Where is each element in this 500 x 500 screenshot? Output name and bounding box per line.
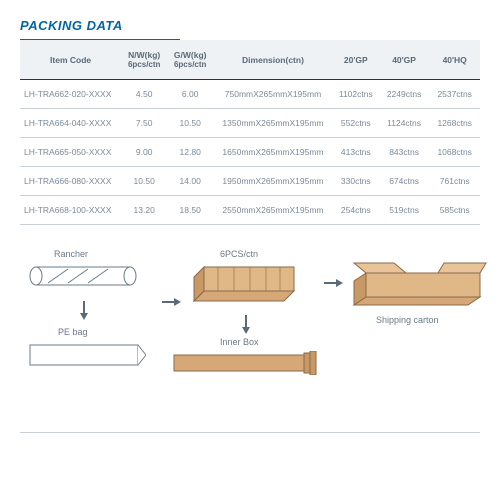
table-cell: 1268ctns — [429, 109, 480, 138]
table-row: LH-TRA665-050-XXXX9.0012.801650mmX265mmX… — [20, 138, 480, 167]
table-row: LH-TRA662-020-XXXX4.506.00750mmX265mmX19… — [20, 80, 480, 109]
table-cell: 12.80 — [167, 138, 213, 167]
table-cell: LH-TRA668-100-XXXX — [20, 196, 121, 225]
table-cell: 14.00 — [167, 167, 213, 196]
col-40hq: 40'HQ — [429, 40, 480, 80]
table-cell: 330ctns — [333, 167, 379, 196]
col-40gp: 40'GP — [379, 40, 430, 80]
col-nw: N/W(kg)6pcs/ctn — [121, 40, 167, 80]
arrow-down-icon — [242, 327, 250, 334]
table-cell: 13.20 — [121, 196, 167, 225]
col-item-code: Item Code — [20, 40, 121, 80]
table-cell: 7.50 — [121, 109, 167, 138]
table-header-row: Item Code N/W(kg)6pcs/ctn G/W(kg)6pcs/ct… — [20, 40, 480, 80]
col-dimension: Dimension(ctn) — [213, 40, 333, 80]
table-cell: 18.50 — [167, 196, 213, 225]
col-20gp: 20'GP — [333, 40, 379, 80]
pebag-icon — [28, 341, 146, 369]
table-body: LH-TRA662-020-XXXX4.506.00750mmX265mmX19… — [20, 80, 480, 225]
table-cell: 413ctns — [333, 138, 379, 167]
table-cell: 2249ctns — [379, 80, 430, 109]
table-row: LH-TRA666-080-XXXX10.5014.001950mmX265mm… — [20, 167, 480, 196]
table-cell: 10.50 — [167, 109, 213, 138]
table-cell: 585ctns — [429, 196, 480, 225]
sixpcs-box-icon — [188, 263, 300, 307]
table-row: LH-TRA668-100-XXXX13.2018.502550mmX265mm… — [20, 196, 480, 225]
table-cell: 750mmX265mmX195mm — [213, 80, 333, 109]
rancher-icon — [28, 263, 138, 289]
arrow-right-icon — [174, 298, 181, 306]
table-cell: 6.00 — [167, 80, 213, 109]
table-cell: 519ctns — [379, 196, 430, 225]
table-cell: 843ctns — [379, 138, 430, 167]
packing-diagram: Rancher PE bag 6PCS/ctn Inner Box — [20, 243, 480, 433]
innerbox-icon — [170, 351, 320, 375]
table-cell: 1650mmX265mmX195mm — [213, 138, 333, 167]
section-title: PACKING DATA — [20, 18, 180, 40]
table-cell: LH-TRA662-020-XXXX — [20, 80, 121, 109]
table-row: LH-TRA664-040-XXXX7.5010.501350mmX265mmX… — [20, 109, 480, 138]
table-cell: 2537ctns — [429, 80, 480, 109]
sixpcs-label: 6PCS/ctn — [220, 249, 258, 259]
table-cell: 1950mmX265mmX195mm — [213, 167, 333, 196]
rancher-label: Rancher — [54, 249, 88, 259]
table-cell: 1102ctns — [333, 80, 379, 109]
table-cell: 10.50 — [121, 167, 167, 196]
table-cell: LH-TRA665-050-XXXX — [20, 138, 121, 167]
col-gw: G/W(kg)6pcs/ctn — [167, 40, 213, 80]
table-cell: 4.50 — [121, 80, 167, 109]
table-cell: 674ctns — [379, 167, 430, 196]
table-cell: 1068ctns — [429, 138, 480, 167]
shipping-carton-icon — [348, 257, 488, 313]
arrow-right-icon — [336, 279, 343, 287]
innerbox-label: Inner Box — [220, 337, 259, 347]
pebag-label: PE bag — [58, 327, 88, 337]
table-cell: LH-TRA664-040-XXXX — [20, 109, 121, 138]
table-cell: 552ctns — [333, 109, 379, 138]
table-cell: 761ctns — [429, 167, 480, 196]
table-cell: 1124ctns — [379, 109, 430, 138]
table-cell: 2550mmX265mmX195mm — [213, 196, 333, 225]
table-cell: LH-TRA666-080-XXXX — [20, 167, 121, 196]
table-cell: 9.00 — [121, 138, 167, 167]
packing-table: Item Code N/W(kg)6pcs/ctn G/W(kg)6pcs/ct… — [20, 40, 480, 225]
table-cell: 1350mmX265mmX195mm — [213, 109, 333, 138]
table-cell: 254ctns — [333, 196, 379, 225]
shipping-label: Shipping carton — [376, 315, 439, 325]
arrow-down-icon — [80, 313, 88, 320]
